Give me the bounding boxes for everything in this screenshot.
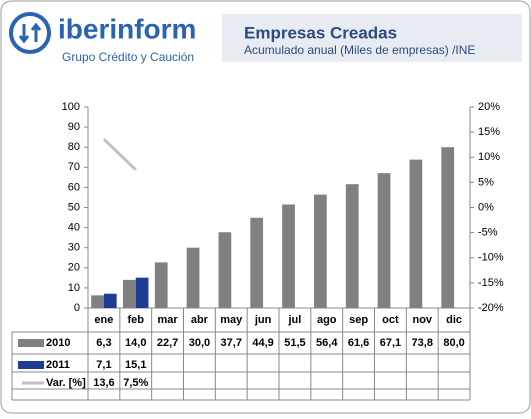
bar — [123, 279, 136, 308]
y-tick-label: 0 — [74, 302, 80, 314]
bar — [441, 147, 455, 308]
bar — [186, 247, 200, 308]
bar — [103, 293, 117, 308]
logo-arrows — [18, 22, 42, 44]
y2-tick-label: 10% — [478, 151, 500, 163]
y-tick-label: 90 — [68, 121, 80, 133]
line — [102, 138, 137, 171]
y2-tick-label: -15% — [478, 277, 504, 289]
table-value: 51,5 — [284, 337, 305, 349]
bar — [91, 295, 104, 308]
title-band — [222, 14, 522, 62]
legend-swatch — [18, 361, 44, 369]
bar — [154, 262, 168, 308]
chart-title: Empresas Creadas — [244, 23, 397, 42]
y2-tick-label: 20% — [478, 101, 500, 113]
table-value: 30,0 — [189, 337, 210, 349]
table-value: 61,6 — [348, 337, 369, 349]
x-tick-label: dic — [446, 314, 462, 326]
y-tick-label: 70 — [68, 161, 80, 173]
x-tick-label: oct — [382, 314, 399, 326]
x-tick-label: feb — [128, 314, 145, 326]
table-value: 80,0 — [443, 337, 464, 349]
legend-swatch — [18, 339, 44, 347]
x-tick-label: mar — [157, 314, 178, 326]
tagline: Grupo Crédito y Caución — [62, 50, 194, 64]
y-tick-label: 50 — [68, 201, 80, 213]
y2-tick-label: -10% — [478, 252, 504, 264]
chart-subtitle: Acumulado anual (Miles de empresas) /INE — [244, 43, 475, 57]
bar — [135, 277, 149, 308]
y-tick-label: 80 — [68, 141, 80, 153]
x-tick-label: nov — [412, 314, 432, 326]
x-tick-label: ago — [317, 314, 337, 326]
bar — [218, 232, 232, 308]
table-value: 15,1 — [125, 359, 146, 371]
table-value: 56,4 — [316, 337, 338, 349]
y-tick-label: 60 — [68, 181, 80, 193]
y-tick-label: 20 — [68, 262, 80, 274]
legend-label: Var. [%] — [46, 377, 86, 389]
bar — [409, 159, 423, 308]
y2-tick-label: -20% — [478, 302, 504, 314]
y-tick-label: 10 — [68, 282, 80, 294]
table-value: 22,7 — [157, 337, 178, 349]
bar — [345, 184, 359, 308]
y2-tick-label: -5% — [478, 227, 498, 239]
x-tick-label: may — [220, 314, 243, 326]
y2-tick-label: 15% — [478, 126, 500, 138]
y2-tick-label: 5% — [478, 176, 494, 188]
table-value: 44,9 — [252, 337, 273, 349]
table-value: 6,3 — [96, 337, 111, 349]
y2-tick-label: 0% — [478, 201, 494, 213]
x-tick-label: jul — [287, 314, 301, 326]
bar — [314, 194, 327, 308]
table-value: 73,8 — [412, 337, 433, 349]
table-value: 14,0 — [125, 337, 146, 349]
table-value: 7,1 — [96, 359, 111, 371]
y-tick-label: 30 — [68, 242, 80, 254]
logo-text: iberinform — [58, 13, 196, 44]
logo-icon — [9, 12, 51, 54]
bar — [282, 204, 295, 308]
legend-label: 2010 — [46, 337, 70, 349]
x-tick-label: sep — [349, 314, 368, 326]
y-tick-label: 40 — [68, 222, 80, 234]
x-tick-label: jun — [254, 314, 272, 326]
legend-label: 2011 — [46, 359, 70, 371]
table-value: 13,6 — [93, 377, 114, 389]
bar — [377, 173, 391, 308]
table-value: 67,1 — [380, 337, 401, 349]
table-value: 37,7 — [221, 337, 242, 349]
bar — [250, 217, 264, 308]
x-tick-label: ene — [94, 314, 113, 326]
y-tick-label: 100 — [62, 101, 80, 113]
x-tick-label: abr — [191, 314, 209, 326]
table-value: 7,5% — [123, 377, 148, 389]
